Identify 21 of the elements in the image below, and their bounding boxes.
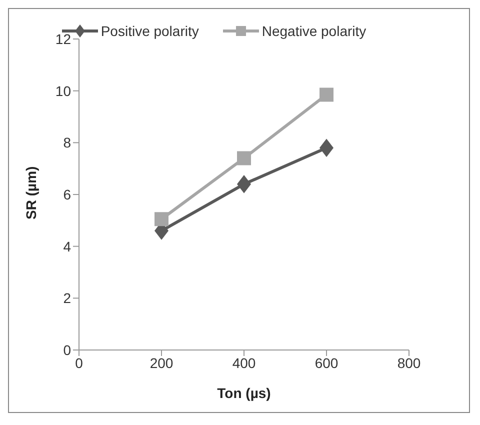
point [154,212,168,226]
x-axis-title: Ton (µs) [217,385,271,401]
y-tick-label: 12 [55,30,72,47]
y-tick-label: 6 [63,186,72,202]
point [320,88,334,102]
y-tick-label: 8 [63,134,72,151]
x-tick-label: 400 [232,354,256,371]
x-tick-label: 200 [150,354,174,371]
point [320,138,334,157]
point [237,175,251,194]
y-tick-label: 0 [63,342,72,358]
y-tick-label: 4 [63,238,72,254]
y-tick-label: 10 [55,82,72,99]
x-tick-label: 600 [314,354,338,371]
point [237,151,251,166]
y-axis-title: SR (µm) [22,166,39,220]
x-tick-label: 0 [75,354,84,371]
legend-label: Positive polarity [100,23,199,39]
y-tick-label: 2 [63,290,72,306]
legend-label: Negative polarity [260,23,366,39]
x-tick-label: 800 [397,354,421,371]
